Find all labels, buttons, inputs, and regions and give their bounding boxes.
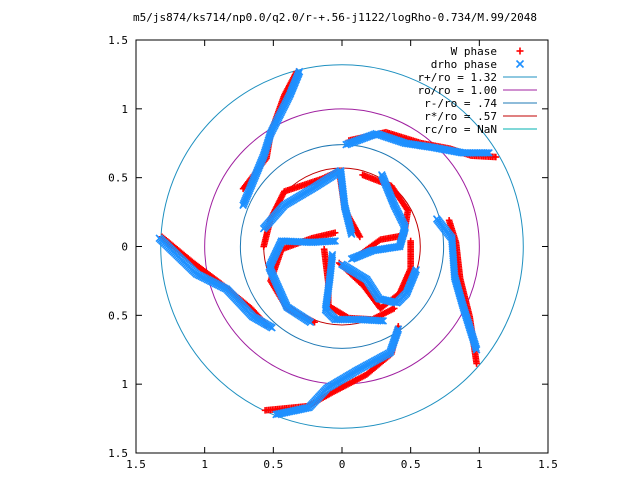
legend-marker-sample (515, 59, 525, 69)
series-1-arm-1 (342, 129, 493, 157)
y-tick-label: 1.5 (108, 447, 128, 460)
axis-ticks (135, 39, 549, 454)
x-tick-label: 0 (339, 458, 346, 471)
series-1-arm-7 (338, 260, 421, 307)
series-1-arm-2 (432, 215, 481, 354)
legend-label: ro/ro = 1.00 (418, 84, 497, 97)
y-tick-label: 1 (121, 103, 128, 116)
series-1-arm-8 (321, 250, 388, 325)
series-1-arm-5 (259, 166, 356, 238)
y-tick-label: 0 (121, 241, 128, 254)
y-tick-labels: 1.5 1 0.5 0 0.5 1 1.5 (108, 34, 128, 460)
legend-label: r+/ro = 1.32 (418, 71, 497, 84)
phase-points (155, 67, 500, 419)
x-tick-label: 0.5 (263, 458, 283, 471)
series-1-arm-9 (265, 237, 339, 327)
legend-label: rc/ro = NaN (424, 123, 497, 136)
series-1-arm-6 (347, 171, 410, 263)
y-tick-label: 0.5 (108, 172, 128, 185)
legend-label: r*/ro = .57 (424, 110, 497, 123)
legend-label: drho phase (431, 58, 497, 71)
legend-label: r-/ro = .74 (424, 97, 497, 110)
series-1-arm-3 (272, 325, 403, 419)
series-1-arm-0 (239, 67, 304, 210)
y-tick-label: 0.5 (108, 309, 128, 322)
chart-title: m5/js874/ks714/np0.0/q2.0/r-+.56-j1122/l… (133, 11, 537, 24)
legend-label: W phase (451, 45, 497, 58)
series-0-arm-3 (261, 323, 402, 414)
legend-marker-sample (516, 47, 524, 55)
x-tick-label: 1.5 (538, 458, 558, 471)
circle-0 (160, 64, 524, 429)
y-tick-label: 1 (121, 378, 128, 391)
x-tick-label: 1 (476, 458, 483, 471)
x-tick-labels: 1.5 1 0.5 0 0.5 1 1.5 (126, 458, 558, 471)
series-1-arm-4 (155, 234, 276, 332)
series-1-points (155, 67, 493, 419)
x-tick-label: 1 (201, 458, 208, 471)
circle-2 (239, 144, 445, 349)
x-tick-label: 1.5 (126, 458, 146, 471)
x-tick-label: 0.5 (401, 458, 421, 471)
y-tick-label: 1.5 (108, 34, 128, 47)
